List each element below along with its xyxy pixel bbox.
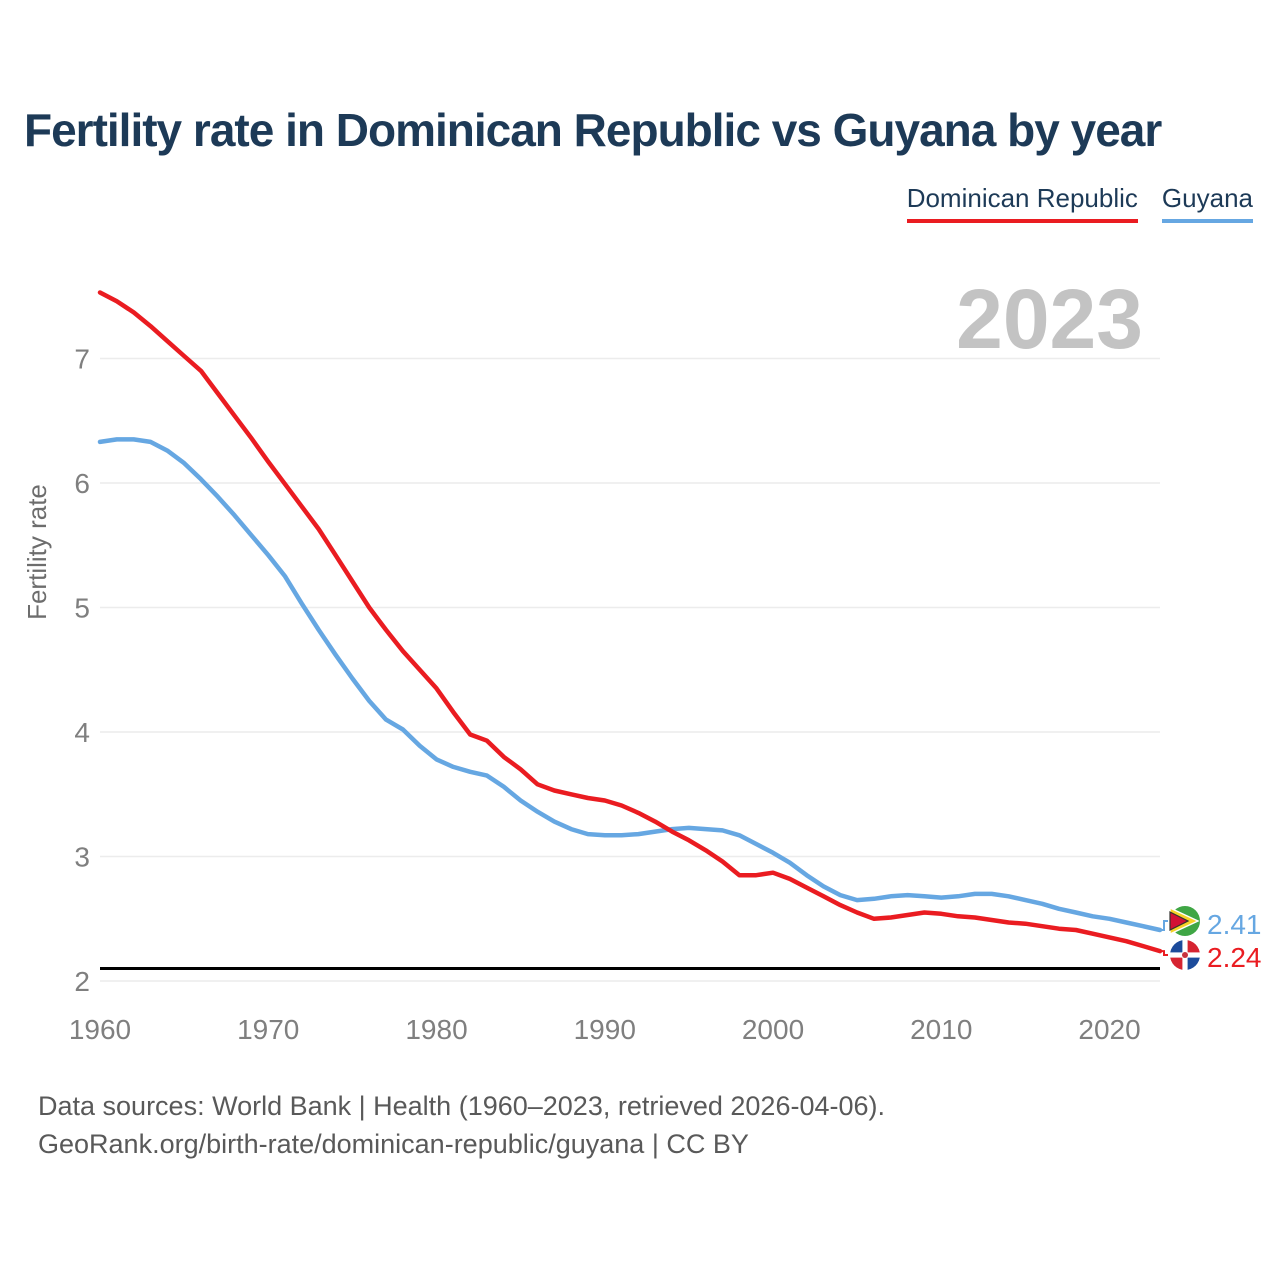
y-tick-label-5: 5 [74, 593, 90, 624]
footer-line1: Data sources: World Bank | Health (1960–… [38, 1091, 885, 1121]
footer-line2: GeoRank.org/birth-rate/dominican-republi… [38, 1129, 749, 1159]
x-tick-label-2020: 2020 [1078, 1014, 1140, 1045]
end-value-dominican-republic: 2.24 [1207, 942, 1262, 973]
end-label-connectors [1160, 920, 1168, 956]
guyana-flag-icon [1169, 906, 1200, 936]
legend: Dominican Republic Guyana [906, 183, 1253, 223]
y-tick-label-6: 6 [74, 468, 90, 499]
x-tick-label-1960: 1960 [69, 1014, 131, 1045]
page-title: Fertility rate in Dominican Republic vs … [24, 104, 1162, 156]
y-tick-label-2: 2 [74, 966, 90, 997]
year-watermark: 2023 [956, 272, 1143, 366]
gridlines [100, 357, 1160, 982]
x-tick-label-1970: 1970 [237, 1014, 299, 1045]
x-tick-label-2000: 2000 [742, 1014, 804, 1045]
y-tick-label-3: 3 [74, 842, 90, 873]
x-tick-label-1980: 1980 [405, 1014, 467, 1045]
guyana-flag-red-triangle [1169, 911, 1190, 931]
dr-flag-blue-quarter-tl [1170, 940, 1185, 955]
dr-flag-red-quarter-bl [1170, 955, 1185, 970]
x-tick-label-2010: 2010 [910, 1014, 972, 1045]
y-axis-title: Fertility rate [22, 484, 52, 620]
series-line-guyana [97, 437, 1163, 933]
dominican-republic-flag-icon [1170, 940, 1200, 970]
connector-guyana [1160, 920, 1168, 931]
y-axis-tick-labels: 2 3 4 5 6 7 [74, 344, 90, 998]
x-axis-tick-labels: 1960 1970 1980 1990 2000 2010 2020 [69, 1014, 1141, 1045]
dr-flag-red-quarter-tr [1185, 940, 1200, 955]
legend-item-guyana[interactable]: Guyana [1161, 183, 1253, 223]
series-line-dominican-republic [97, 290, 1163, 954]
dr-flag-emblem [1182, 952, 1188, 958]
x-tick-label-1990: 1990 [574, 1014, 636, 1045]
y-tick-label-7: 7 [74, 344, 90, 375]
data-source-note: Data sources: World Bank | Health (1960–… [38, 1087, 885, 1163]
series-lines [97, 290, 1163, 954]
y-tick-label-4: 4 [74, 717, 90, 748]
end-value-guyana: 2.41 [1207, 909, 1262, 940]
connector-dominican-republic [1160, 950, 1168, 956]
dr-flag-blue-quarter-br [1185, 955, 1200, 970]
legend-item-dominican-republic[interactable]: Dominican Republic [906, 183, 1138, 223]
